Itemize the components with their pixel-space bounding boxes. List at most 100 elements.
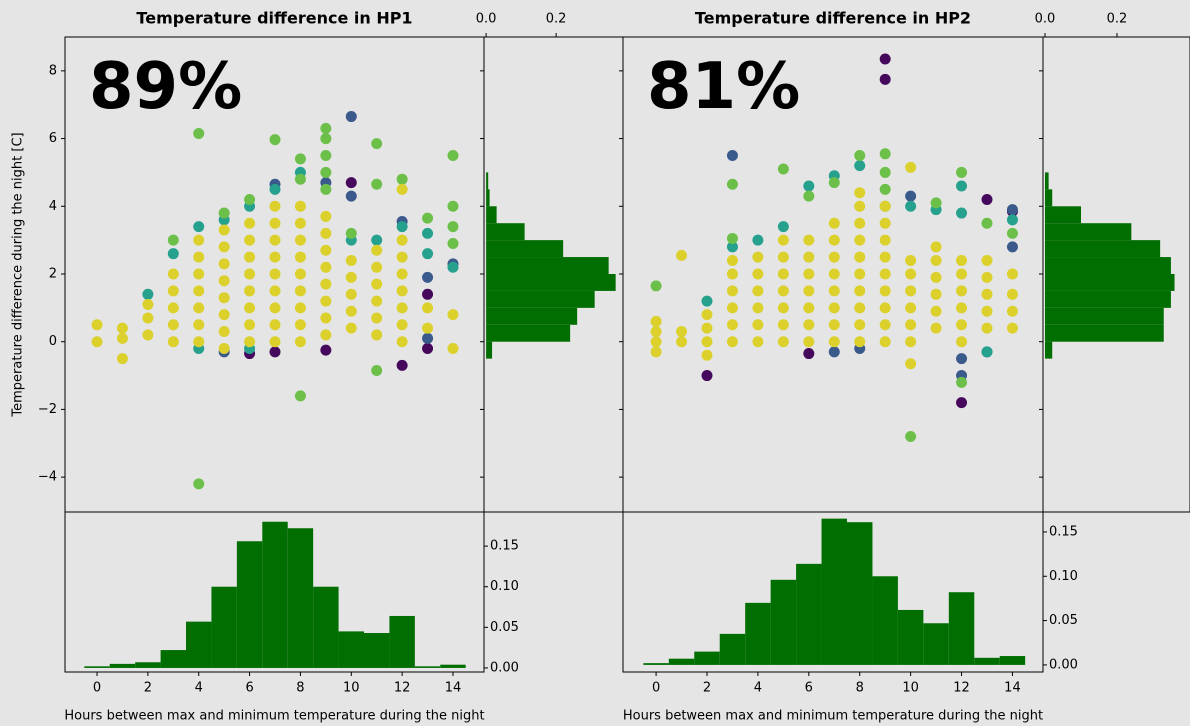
point — [828, 251, 840, 263]
hist-y-tick-label: 0.05 — [1049, 613, 1078, 628]
hist-bar — [923, 623, 949, 665]
hist-bar — [135, 662, 161, 668]
point — [726, 178, 738, 190]
point — [981, 254, 993, 266]
x-tick-label: 4 — [754, 681, 762, 696]
point — [294, 285, 306, 297]
point — [218, 241, 230, 253]
point — [905, 200, 917, 212]
point — [371, 364, 383, 376]
point — [447, 221, 459, 233]
point — [218, 224, 230, 236]
point — [854, 285, 866, 297]
point — [447, 149, 459, 161]
point — [1006, 214, 1018, 226]
point — [701, 336, 713, 348]
point — [142, 329, 154, 341]
x-tick-label: 0 — [93, 681, 101, 696]
point — [116, 322, 128, 334]
point — [91, 336, 103, 348]
point — [294, 251, 306, 263]
big-label: 81% — [647, 50, 800, 124]
hist-bar — [486, 273, 616, 291]
point — [447, 342, 459, 354]
point — [345, 190, 357, 202]
point — [320, 133, 332, 145]
point — [930, 271, 942, 283]
point — [345, 111, 357, 123]
point — [91, 319, 103, 331]
chart-title: Temperature difference in HP2 — [695, 9, 971, 28]
point — [854, 200, 866, 212]
point — [396, 359, 408, 371]
point — [244, 336, 256, 348]
point — [193, 478, 205, 490]
point — [854, 319, 866, 331]
point — [269, 319, 281, 331]
point — [905, 285, 917, 297]
point — [447, 200, 459, 212]
point — [218, 342, 230, 354]
hist-bar — [1045, 240, 1161, 258]
point — [828, 346, 840, 358]
hist-bar — [338, 631, 364, 668]
point — [193, 319, 205, 331]
point — [396, 173, 408, 185]
x-tick-label: 2 — [703, 681, 711, 696]
point — [193, 302, 205, 314]
point — [777, 302, 789, 314]
point — [422, 332, 434, 344]
point — [371, 312, 383, 324]
point — [1006, 227, 1018, 239]
hist-frame — [622, 511, 1044, 673]
point — [905, 431, 917, 443]
point — [854, 234, 866, 246]
point — [726, 268, 738, 280]
point — [650, 336, 662, 348]
hist-bar — [486, 206, 497, 224]
point — [269, 251, 281, 263]
hist-y-tick-label: 0.15 — [490, 539, 519, 554]
point — [726, 302, 738, 314]
point — [956, 268, 968, 280]
point — [294, 234, 306, 246]
point — [981, 288, 993, 300]
point — [269, 336, 281, 348]
hist-y-tick-label: 0.00 — [1049, 657, 1078, 672]
point — [320, 261, 332, 273]
point — [1006, 241, 1018, 253]
point — [879, 53, 891, 65]
hist-bar — [486, 341, 493, 359]
point — [726, 232, 738, 244]
point — [320, 329, 332, 341]
point — [726, 285, 738, 297]
point — [803, 180, 815, 192]
point — [956, 397, 968, 409]
point — [320, 244, 332, 256]
hist-bar — [796, 563, 822, 665]
point — [752, 251, 764, 263]
point — [345, 254, 357, 266]
point — [116, 353, 128, 365]
hist-y-tick-label: 0.00 — [490, 660, 519, 675]
point — [701, 309, 713, 321]
point — [294, 173, 306, 185]
point — [320, 149, 332, 161]
point — [956, 302, 968, 314]
point — [828, 319, 840, 331]
big-label: 89% — [89, 50, 242, 124]
point — [650, 315, 662, 327]
point — [218, 258, 230, 270]
point — [752, 234, 764, 246]
point — [422, 248, 434, 260]
x-axis-label: Hours between max and minimum temperatur… — [623, 709, 1043, 724]
hist-bar — [84, 666, 110, 668]
point — [345, 305, 357, 317]
point — [879, 234, 891, 246]
point — [142, 312, 154, 324]
point — [905, 319, 917, 331]
point — [905, 302, 917, 314]
point — [981, 217, 993, 229]
x-tick-label: 8 — [296, 681, 304, 696]
